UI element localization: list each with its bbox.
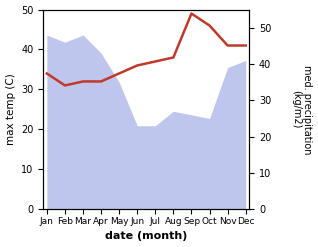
X-axis label: date (month): date (month) xyxy=(105,231,187,242)
Y-axis label: max temp (C): max temp (C) xyxy=(5,74,16,145)
Y-axis label: med. precipitation
(kg/m2): med. precipitation (kg/m2) xyxy=(291,65,313,154)
